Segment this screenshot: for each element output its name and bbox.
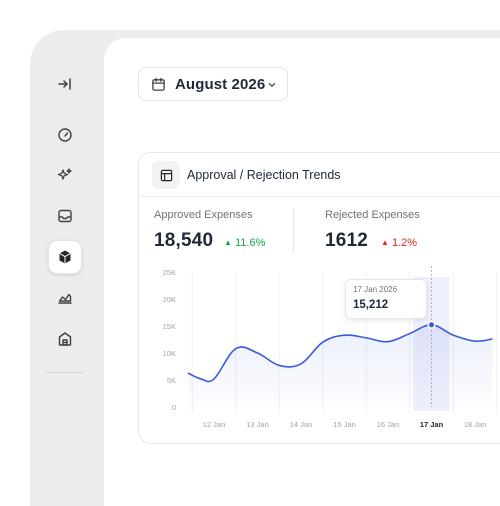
rejected-expenses-value: 1612: [325, 230, 369, 251]
approved-change-value: 11.6%: [234, 237, 266, 249]
arrow-up-icon: ▲: [224, 238, 232, 247]
chart-hover-point[interactable]: [427, 320, 436, 329]
y-tick-label: 25K: [163, 268, 176, 277]
sidebar-item-inbox[interactable]: [48, 199, 82, 233]
table-icon: [160, 169, 172, 181]
sparkles-icon: [57, 168, 72, 180]
y-tick-label: 10K: [163, 349, 176, 358]
rejected-expenses-label: Rejected Expenses: [325, 209, 420, 221]
collapse-sidebar-button[interactable]: [48, 67, 82, 101]
area-chart-icon: [58, 293, 72, 304]
chart-tooltip: 17 Jan 2026 15,212: [345, 279, 427, 319]
tooltip-value: 15,212: [353, 299, 389, 311]
x-tick-label: 14 Jan: [290, 420, 313, 429]
arrow-down-icon: ▲: [381, 238, 389, 247]
stats-divider: [293, 208, 294, 252]
y-tick-label: 0: [172, 403, 176, 412]
card-icon-container: [152, 161, 180, 189]
trends-chart: 0 5K 10K 15K 20K 25K 12 Jan 13 Jan 14 Jan 15 Jan…: [163, 266, 498, 429]
x-tick-label: 18 Jan: [464, 420, 487, 429]
x-tick-label: 16 Jan: [377, 420, 400, 429]
x-tick-label: 12 Jan: [203, 420, 226, 429]
sidebar-item-dashboard[interactable]: [48, 118, 82, 152]
sidebar-item-products[interactable]: [48, 240, 82, 274]
dashboard-gauge-icon: [58, 128, 72, 142]
y-tick-label: 5K: [167, 376, 176, 385]
date-picker-label: August 2026: [175, 76, 266, 93]
sidebar-divider: [46, 372, 84, 373]
sidebar-item-ai[interactable]: [48, 158, 82, 192]
y-tick-label: 20K: [163, 295, 176, 304]
card-title: Approval / Rejection Trends: [187, 168, 341, 182]
chart-series-line: [187, 324, 493, 383]
approved-change-badge: ▲ 11.6%: [224, 237, 265, 249]
x-tick-label: 15 Jan: [333, 420, 356, 429]
chart-area-fill: [187, 324, 493, 407]
card-header-divider: [139, 196, 500, 197]
sidebar-item-organization[interactable]: [48, 322, 82, 356]
rejected-change-badge: ▲ 1.2%: [381, 237, 417, 249]
inbox-icon: [58, 209, 72, 223]
x-tick-label: 13 Jan: [246, 420, 269, 429]
approved-expenses-value: 18,540: [154, 230, 214, 251]
calendar-icon: [152, 77, 165, 91]
approved-expenses-label: Approved Expenses: [154, 209, 253, 221]
x-tick-label: 17 Jan: [420, 420, 444, 429]
tooltip-date: 17 Jan 2026: [353, 285, 398, 294]
building-icon: [58, 332, 72, 346]
package-cube-icon: [59, 250, 71, 264]
collapse-sidebar-icon: [58, 78, 71, 90]
sidebar-item-analytics[interactable]: [48, 281, 82, 315]
date-picker-button[interactable]: August 2026: [138, 67, 288, 101]
rejected-change-value: 1.2%: [391, 237, 418, 249]
chevron-down-icon: [268, 83, 276, 87]
y-tick-label: 15K: [163, 322, 176, 331]
